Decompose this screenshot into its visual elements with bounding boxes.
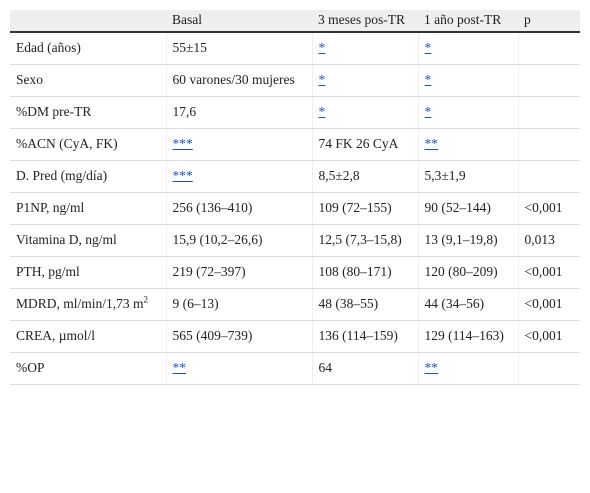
table-row: Sexo 60 varones/30 mujeres * *: [10, 64, 580, 97]
table-cell: 90 (52–144): [418, 192, 519, 225]
table-cell: Vitamina D, ng/ml: [10, 224, 167, 257]
table-cell: *: [418, 64, 519, 97]
table-row: CREA, µmol/l 565 (409–739) 136 (114–159) 12…: [10, 320, 580, 353]
footnote-link[interactable]: ***: [172, 168, 193, 183]
table-cell: %DM pre-TR: [10, 96, 167, 129]
data-table: Basal 3 meses pos-TR 1 año post-TR p Edad (…: [10, 10, 580, 385]
table-cell: <0,001: [518, 288, 580, 321]
table-cell: 74 FK 26 CyA: [312, 128, 419, 161]
table-cell: *: [312, 32, 419, 65]
table-row: %DM pre-TR 17,6 * *: [10, 96, 580, 129]
table-cell: 60 varones/30 mujeres: [166, 64, 313, 97]
header-cell: 1 año post-TR: [418, 10, 518, 33]
table-cell: 48 (38–55): [312, 288, 419, 321]
footnote-link[interactable]: *: [318, 40, 326, 55]
header-cell: p: [518, 10, 580, 33]
table-cell: [518, 64, 580, 97]
table-row: %ACN (CyA, FK) *** 74 FK 26 CyA **: [10, 128, 580, 161]
table-cell: 108 (80–171): [312, 256, 419, 289]
table-cell: %OP: [10, 352, 167, 385]
table-cell: <0,001: [518, 320, 580, 353]
table-cell: 17,6: [166, 96, 313, 129]
header-row: Basal 3 meses pos-TR 1 año post-TR p: [10, 10, 580, 33]
table-cell: <0,001: [518, 192, 580, 225]
table-row: P1NP, ng/ml 256 (136–410) 109 (72–155) 90 (…: [10, 192, 580, 225]
header-cell: Basal: [166, 10, 312, 33]
table-row: PTH, pg/ml 219 (72–397) 108 (80–171) 120 (8…: [10, 256, 580, 289]
table-cell: *: [418, 96, 519, 129]
footnote-link[interactable]: **: [172, 360, 187, 375]
table-row: Vitamina D, ng/ml 15,9 (10,2–26,6) 12,5 (7…: [10, 224, 580, 257]
table-cell: 64: [312, 352, 419, 385]
table-header: Basal 3 meses pos-TR 1 año post-TR p: [10, 10, 580, 33]
table-cell: 565 (409–739): [166, 320, 313, 353]
table-cell: 120 (80–209): [418, 256, 519, 289]
header-cell: 3 meses pos-TR: [312, 10, 418, 33]
table-body: Edad (años) 55±15 * * Sexo 60 varones/30 muje…: [10, 32, 580, 385]
table-cell: 15,9 (10,2–26,6): [166, 224, 313, 257]
footnote-link[interactable]: **: [424, 360, 439, 375]
table-cell: *: [312, 64, 419, 97]
cell-text: MDRD, ml/min/1,73 m: [16, 296, 144, 311]
table-cell: [518, 32, 580, 65]
table-cell: 129 (114–163): [418, 320, 519, 353]
table-cell: 8,5±2,8: [312, 160, 419, 193]
table-cell: Sexo: [10, 64, 167, 97]
footnote-link[interactable]: *: [424, 104, 432, 119]
table-cell: **: [166, 352, 313, 385]
table-cell: 219 (72–397): [166, 256, 313, 289]
table-cell: P1NP, ng/ml: [10, 192, 167, 225]
footnote-link[interactable]: ***: [172, 136, 193, 151]
table-cell: 55±15: [166, 32, 313, 65]
header-cell: [10, 10, 166, 33]
table-row: Edad (años) 55±15 * *: [10, 32, 580, 65]
table-cell: [518, 352, 580, 385]
table-cell: **: [418, 128, 519, 161]
footnote-link[interactable]: *: [424, 40, 432, 55]
footnote-link[interactable]: **: [424, 136, 439, 151]
table-cell: CREA, µmol/l: [10, 320, 167, 353]
footnote-link[interactable]: *: [424, 72, 432, 87]
table-cell: 0,013: [518, 224, 580, 257]
table-cell: D. Pred (mg/día): [10, 160, 167, 193]
table-cell: **: [418, 352, 519, 385]
table-row: D. Pred (mg/día) *** 8,5±2,8 5,3±1,9: [10, 160, 580, 193]
table-cell: *: [418, 32, 519, 65]
table-cell: PTH, pg/ml: [10, 256, 167, 289]
table-cell: 256 (136–410): [166, 192, 313, 225]
table-cell: 12,5 (7,3–15,8): [312, 224, 419, 257]
table-cell: [518, 128, 580, 161]
table-cell: [518, 160, 580, 193]
table-cell: MDRD, ml/min/1,73 m2: [10, 288, 167, 321]
table-row: %OP ** 64 **: [10, 352, 580, 385]
table-cell: 109 (72–155): [312, 192, 419, 225]
table-cell: 5,3±1,9: [418, 160, 519, 193]
table-cell: ***: [166, 160, 313, 193]
table-cell: Edad (años): [10, 32, 167, 65]
table-cell: 44 (34–56): [418, 288, 519, 321]
table-cell: 13 (9,1–19,8): [418, 224, 519, 257]
table-cell: %ACN (CyA, FK): [10, 128, 167, 161]
table-cell: *: [312, 96, 419, 129]
superscript: 2: [143, 294, 149, 305]
table-cell: <0,001: [518, 256, 580, 289]
table-cell: ***: [166, 128, 313, 161]
table-cell: 9 (6–13): [166, 288, 313, 321]
footnote-link[interactable]: *: [318, 104, 326, 119]
table-cell: [518, 96, 580, 129]
footnote-link[interactable]: *: [318, 72, 326, 87]
table-row: MDRD, ml/min/1,73 m2 9 (6–13) 48 (38–55) 44…: [10, 288, 580, 321]
table-cell: 136 (114–159): [312, 320, 419, 353]
